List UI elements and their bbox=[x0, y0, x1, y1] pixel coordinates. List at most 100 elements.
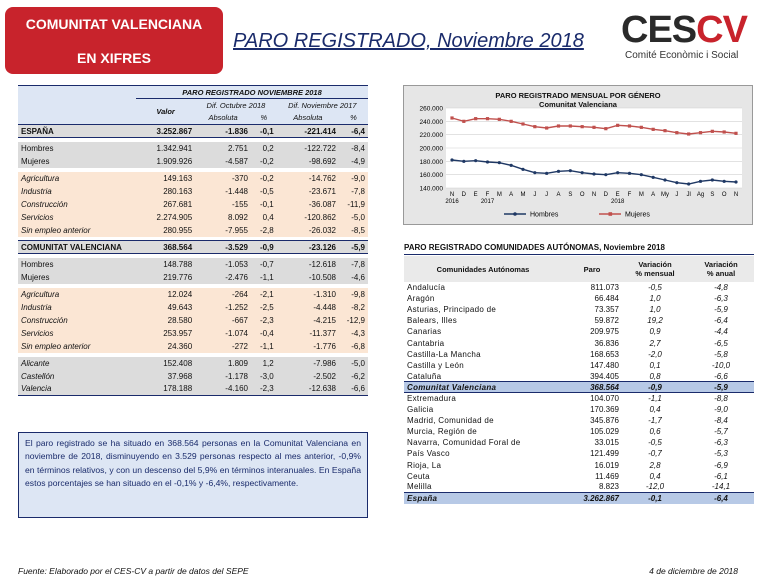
data-point bbox=[639, 125, 643, 129]
ca-value: -5,7 bbox=[714, 427, 728, 437]
row-value: -8,5 bbox=[339, 223, 368, 237]
row-label: Hombres bbox=[18, 257, 137, 271]
ca-name: Asturias, Principado de bbox=[407, 305, 497, 315]
ca-value: 368.564 bbox=[562, 381, 622, 394]
row-value: -2,8 bbox=[250, 223, 277, 237]
row-value: 49.643 bbox=[136, 300, 196, 314]
ca-name: Aragón bbox=[407, 294, 435, 304]
data-point bbox=[710, 129, 714, 133]
data-point bbox=[450, 116, 454, 120]
row-value: -155 bbox=[195, 197, 251, 211]
row-value: -0,7 bbox=[250, 257, 277, 271]
x-tick-label: M bbox=[497, 192, 502, 198]
table-row: Industria 280.163 -1.448 -0,5 -23.671 -7,8 bbox=[18, 184, 368, 198]
row-value: 0,2 bbox=[250, 141, 277, 155]
x-tick-label: O bbox=[580, 192, 585, 198]
legend-label-mujeres: Mujeres bbox=[625, 212, 650, 219]
data-point bbox=[675, 131, 679, 135]
row-value: -9,0 bbox=[339, 171, 368, 185]
ca-value: -4,8 bbox=[714, 283, 728, 293]
ca-row: País Vasco 121.499 -0,7 -5,3 bbox=[404, 448, 754, 459]
ca-value: -5,8 bbox=[714, 349, 728, 359]
x-tick-label: E bbox=[616, 192, 620, 198]
x-tick-label: S bbox=[568, 192, 572, 198]
x-tick-label: F bbox=[486, 192, 490, 198]
row-value: -7.955 bbox=[195, 223, 251, 237]
table-row: Construcción 267.681 -155 -0,1 -36.087 -11,9 bbox=[18, 197, 368, 211]
ca-value: 36.836 bbox=[594, 338, 619, 348]
row-value: -272 bbox=[195, 339, 251, 353]
row-value: -2,1 bbox=[250, 287, 277, 301]
x-tick-label: A bbox=[651, 192, 655, 198]
row-label: Industria bbox=[18, 300, 137, 314]
data-point bbox=[556, 169, 561, 173]
table-row: Servicios 2.274.905 8.092 0,4 -120.862 -5,0 bbox=[18, 210, 368, 224]
table-row: Agricultura 149.163 -370 -0,2 -14.762 -9,0 bbox=[18, 171, 368, 185]
ca-value: 105.029 bbox=[590, 427, 619, 437]
row-value: 1,2 bbox=[250, 356, 277, 370]
ca-row: Aragón 66.484 1,0 -6,3 bbox=[404, 293, 754, 304]
row-value: -0,1 bbox=[250, 197, 277, 211]
year-label: 2017 bbox=[481, 199, 495, 205]
x-tick-label: A bbox=[509, 192, 513, 198]
ca-name: Castilla-La Mancha bbox=[407, 349, 481, 359]
header-absoluta: Absoluta bbox=[195, 111, 251, 125]
data-point bbox=[627, 124, 632, 128]
row-value: -221.414 bbox=[276, 124, 339, 138]
x-tick-label: Ag bbox=[697, 192, 704, 198]
row-value: -9,8 bbox=[339, 287, 368, 301]
row-value: -0,5 bbox=[250, 184, 277, 198]
table-row: Hombres 1.342.941 2.751 0,2 -122.722 -8,4 bbox=[18, 141, 368, 155]
ca-value: -0,5 bbox=[648, 283, 662, 293]
table-row: Mujeres 219.776 -2.476 -1,1 -10.508 -4,6 bbox=[18, 270, 368, 284]
x-tick-label: My bbox=[661, 192, 669, 198]
ca-value: 0,4 bbox=[649, 405, 661, 415]
x-tick-label: E bbox=[474, 192, 478, 198]
row-value: -1.252 bbox=[195, 300, 251, 314]
data-point bbox=[485, 117, 490, 121]
row-label: Castellón bbox=[18, 369, 137, 383]
ca-name: Rioja, La bbox=[407, 460, 442, 470]
ca-value: 345.876 bbox=[590, 416, 619, 426]
ca-value: -6,5 bbox=[714, 338, 728, 348]
ca-value: -0,7 bbox=[648, 449, 662, 459]
ca-value: 66.484 bbox=[594, 294, 619, 304]
table-row: ESPAÑA 3.252.867 -1.836 -0,1 -221.414 -6,4 bbox=[18, 124, 368, 138]
x-tick-label: M bbox=[521, 192, 526, 198]
data-point bbox=[722, 179, 726, 183]
ca-value: 811.073 bbox=[590, 283, 619, 293]
ca-name: Cantabria bbox=[407, 338, 445, 348]
ca-value: 0,8 bbox=[649, 371, 661, 381]
ca-name: Galicia bbox=[407, 405, 434, 415]
ca-value: 2,7 bbox=[649, 338, 661, 348]
ca-row: Extremadura 104.070 -1,1 -8,8 bbox=[404, 393, 754, 404]
header-ca: Comunidades Autónomas bbox=[404, 256, 562, 282]
data-point bbox=[568, 124, 572, 128]
ca-name: País Vasco bbox=[407, 449, 450, 459]
y-tick-label: 240.000 bbox=[420, 119, 444, 126]
data-point bbox=[533, 171, 537, 175]
row-value: -5,0 bbox=[339, 356, 368, 370]
data-point bbox=[651, 127, 655, 131]
ca-value: 16.019 bbox=[594, 460, 619, 470]
table-row: Castellón 37.968 -1.178 -3,0 -2.502 -6,2 bbox=[18, 369, 368, 383]
row-value: -4.160 bbox=[195, 382, 251, 396]
x-tick-label: Jl bbox=[686, 192, 690, 198]
ca-name: Navarra, Comunidad Foral de bbox=[407, 438, 521, 448]
ca-row: Cantabria 36.836 2,7 -6,5 bbox=[404, 337, 754, 348]
data-point bbox=[710, 178, 714, 182]
row-value: -12.618 bbox=[276, 257, 339, 271]
header-valor: Valor bbox=[136, 98, 196, 125]
row-label: Alicante bbox=[18, 356, 137, 370]
ca-value: -14,1 bbox=[711, 482, 731, 492]
ca-value: 73.357 bbox=[594, 305, 619, 315]
row-value: -14.762 bbox=[276, 171, 339, 185]
ca-row: Castilla y León 147.480 0,1 -10,0 bbox=[404, 360, 754, 371]
row-label: Construcción bbox=[18, 197, 137, 211]
row-value: -2,3 bbox=[250, 313, 277, 327]
ca-value: 33.015 bbox=[594, 438, 619, 448]
ca-value: -6,3 bbox=[714, 294, 728, 304]
row-value: -23.671 bbox=[276, 184, 339, 198]
data-point bbox=[533, 125, 537, 129]
row-value: 253.957 bbox=[136, 326, 196, 340]
